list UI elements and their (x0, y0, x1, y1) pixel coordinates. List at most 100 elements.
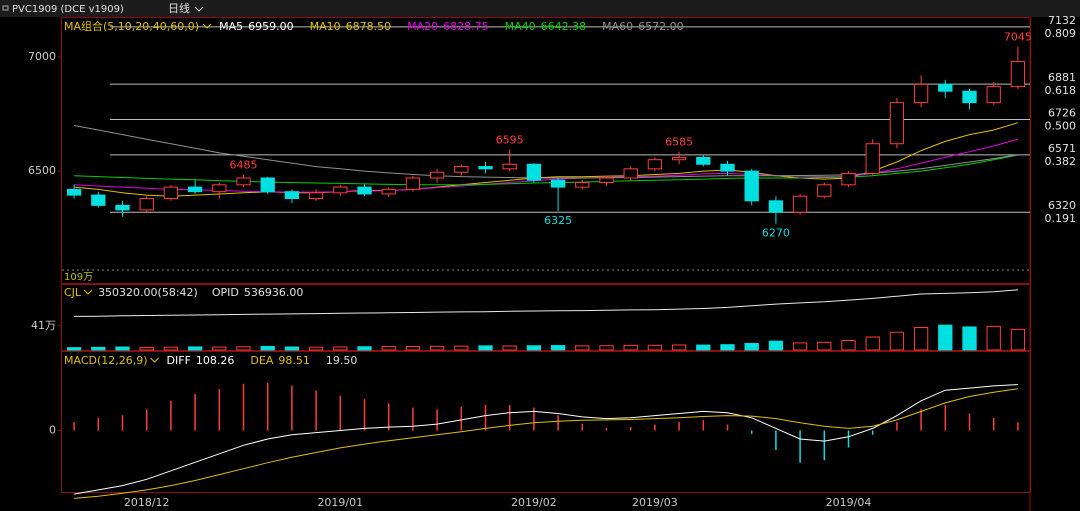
macd-line (74, 388, 1018, 499)
fib-ratio: 0.191 (1045, 212, 1077, 225)
legend-value: 98.51 (278, 354, 310, 367)
volume-bar (986, 325, 1001, 351)
volume-bar (381, 346, 396, 351)
candle-body (841, 172, 856, 186)
legend-title: MACD(12,26,9) (64, 354, 148, 367)
legend-title: MA组合(5,10,20,40,60,0) (64, 19, 199, 33)
fib-value: 6881 (1048, 71, 1076, 84)
volume-bar (623, 344, 638, 351)
volume-bar (696, 344, 711, 351)
volume-bar (526, 345, 542, 351)
x-tick-label: 2018/12 (124, 496, 170, 509)
volume-bar (478, 345, 493, 351)
fib-ratio: 0.500 (1045, 120, 1077, 133)
volume-bar (163, 346, 179, 351)
candle-body (357, 186, 372, 195)
candle-body (163, 186, 179, 200)
volume-bar (66, 347, 82, 351)
legend-name: MA20 (407, 20, 438, 33)
volume-bar (405, 345, 421, 351)
candle-body (792, 195, 808, 213)
volume-bar (1010, 328, 1026, 351)
high-label: 6485 (230, 159, 258, 172)
high-label: 6585 (665, 136, 693, 149)
candle-body (817, 184, 832, 197)
volume-bar (333, 346, 348, 351)
y-tick-label: 0 (49, 423, 56, 436)
volume-bar (647, 344, 663, 351)
legend-name: MA40 (505, 20, 536, 33)
period-chevron[interactable] (194, 6, 204, 12)
candle-body (187, 186, 203, 193)
legend-name: DIFF (167, 354, 191, 367)
high-label: 7045 (1004, 31, 1032, 44)
candle-body (139, 198, 154, 211)
legend-name: MA10 (310, 20, 341, 33)
candle-body (865, 143, 880, 174)
volume-bar (429, 345, 445, 351)
volume-bar (575, 345, 590, 351)
candle-body (696, 156, 711, 165)
period[interactable]: 日线 (168, 1, 190, 15)
volume-bar (550, 345, 566, 351)
x-tick-label: 2019/02 (511, 496, 557, 509)
symbol: PVC1909 (DCE v1909) (12, 4, 124, 15)
volume-bar (236, 346, 251, 351)
candle-body (308, 192, 324, 200)
legend-chevron (83, 289, 93, 295)
ma-line (74, 125, 1018, 179)
candle-body (115, 204, 130, 211)
candle-body (381, 188, 396, 195)
fib-value: 7132 (1048, 14, 1076, 27)
x-tick-label: 2019/03 (632, 496, 678, 509)
candle-body (550, 179, 566, 188)
fib-value: 6320 (1048, 199, 1076, 212)
volume-bar (91, 346, 106, 351)
fib-value: 6571 (1048, 142, 1076, 155)
candle-body (647, 159, 663, 170)
candle-body (212, 184, 227, 193)
volume-bar (671, 344, 687, 351)
candle-body (454, 166, 469, 173)
high-label: 6595 (496, 133, 524, 146)
fib-value: 6726 (1048, 107, 1076, 120)
legend-name: DEA (250, 354, 273, 367)
volume-bar (792, 342, 808, 351)
low-label: 6325 (544, 214, 572, 227)
volume-bar (962, 326, 977, 351)
candle-body (889, 102, 905, 145)
candle-body (478, 166, 493, 170)
candle-body (260, 177, 275, 193)
candle-body (768, 200, 784, 213)
legend-value: 6642.38 (541, 20, 587, 33)
candle-body (333, 186, 348, 194)
legend-value: 6878.50 (346, 20, 392, 33)
ma-line (74, 154, 1018, 186)
candle-body (913, 83, 929, 104)
legend-name: OPID (212, 286, 239, 299)
legend-value: 19.50 (326, 354, 358, 367)
candle-body (429, 171, 445, 179)
fib-ratio: 0.382 (1045, 155, 1077, 168)
volume-bar (913, 327, 929, 351)
volume-bar (502, 345, 517, 351)
ma-line (74, 138, 1019, 193)
legend-title: CJL (64, 286, 82, 299)
volume-bar (115, 346, 130, 351)
legend-name: MA5 (219, 20, 243, 33)
x-tick-label: 2019/01 (317, 496, 363, 509)
oi-line (74, 289, 1018, 317)
legend-value: 350320.00(58:42) (98, 286, 198, 299)
candle-body (938, 83, 953, 92)
volume-bar (768, 340, 784, 351)
legend-value: 6572.00 (638, 20, 684, 33)
y-tick-label: 41万 (31, 319, 56, 332)
candle-body (986, 86, 1001, 104)
candle-body (623, 168, 638, 179)
legend-chevron[interactable] (202, 23, 212, 29)
candle-body (66, 188, 82, 196)
volume-bar (357, 346, 372, 351)
y-tick-label: 7000 (28, 50, 56, 63)
